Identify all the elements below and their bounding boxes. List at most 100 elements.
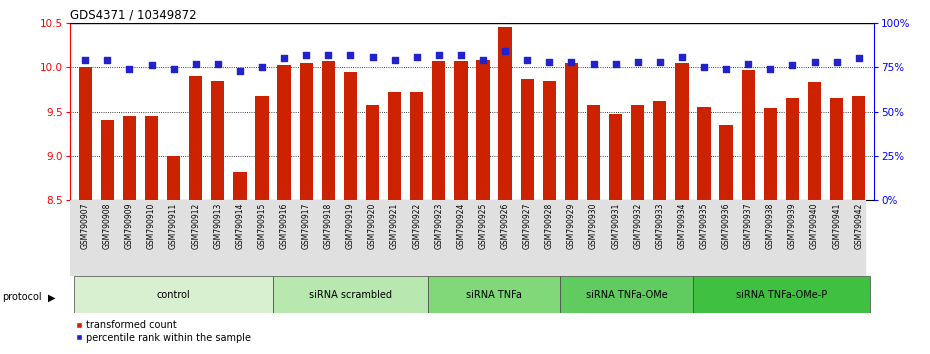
Bar	[145, 116, 158, 200]
Bar	[365, 105, 379, 200]
Bar	[830, 98, 844, 200]
Text: GSM790937: GSM790937	[744, 202, 752, 249]
Text: GSM790916: GSM790916	[280, 202, 288, 249]
Text: GSM790931: GSM790931	[611, 202, 620, 249]
Text: GSM790936: GSM790936	[722, 202, 731, 249]
Bar	[388, 92, 401, 200]
Text: GSM790938: GSM790938	[765, 202, 775, 249]
Bar	[299, 63, 312, 200]
Text: GSM790934: GSM790934	[677, 202, 686, 249]
Bar	[189, 76, 203, 200]
Text: GSM790909: GSM790909	[125, 202, 134, 249]
Point	[321, 52, 336, 58]
Point	[763, 66, 777, 72]
Point	[498, 48, 512, 54]
Bar	[79, 67, 92, 200]
Bar	[852, 97, 865, 200]
Text: GSM790926: GSM790926	[500, 202, 510, 249]
Bar	[428, 276, 561, 313]
Bar	[693, 276, 870, 313]
Text: GSM790910: GSM790910	[147, 202, 156, 249]
Point	[475, 57, 490, 63]
Point	[652, 59, 667, 65]
Point	[144, 63, 159, 68]
Text: GSM790918: GSM790918	[324, 202, 333, 249]
Text: GSM790914: GSM790914	[235, 202, 245, 249]
Text: GSM790933: GSM790933	[656, 202, 664, 249]
Bar	[808, 82, 821, 200]
Bar	[609, 114, 622, 200]
Bar	[344, 72, 357, 200]
Bar	[521, 79, 534, 200]
Point	[807, 59, 822, 65]
Bar	[277, 65, 291, 200]
Bar	[720, 125, 733, 200]
Point	[674, 54, 689, 59]
Point	[277, 56, 292, 61]
Bar	[233, 172, 246, 200]
Point	[255, 64, 270, 70]
Text: GSM790942: GSM790942	[855, 202, 863, 249]
Bar	[741, 70, 755, 200]
Point	[608, 61, 623, 67]
Text: siRNA TNFa-OMe-P: siRNA TNFa-OMe-P	[736, 290, 827, 300]
Bar	[764, 108, 777, 200]
Text: GDS4371 / 10349872: GDS4371 / 10349872	[70, 9, 196, 22]
Point	[299, 52, 313, 58]
Text: GSM790930: GSM790930	[589, 202, 598, 249]
Text: GSM790923: GSM790923	[434, 202, 444, 249]
Bar	[454, 61, 468, 200]
Point	[719, 66, 734, 72]
Text: GSM790939: GSM790939	[788, 202, 797, 249]
Bar	[211, 81, 224, 200]
Point	[210, 61, 225, 67]
Point	[785, 63, 800, 68]
Legend: transformed count, percentile rank within the sample: transformed count, percentile rank withi…	[74, 320, 251, 343]
Bar	[432, 61, 445, 200]
Bar	[698, 107, 711, 200]
Text: ▶: ▶	[48, 292, 56, 302]
Point	[188, 61, 203, 67]
Text: siRNA TNFa: siRNA TNFa	[466, 290, 522, 300]
Point	[409, 54, 424, 59]
Point	[631, 59, 645, 65]
Text: GSM790927: GSM790927	[523, 202, 532, 249]
Text: GSM790913: GSM790913	[213, 202, 222, 249]
Bar	[587, 105, 600, 200]
Bar	[100, 120, 114, 200]
Text: GSM790924: GSM790924	[457, 202, 465, 249]
Text: GSM790919: GSM790919	[346, 202, 355, 249]
Bar	[653, 101, 667, 200]
Bar	[123, 116, 136, 200]
Text: GSM790915: GSM790915	[258, 202, 267, 249]
Bar	[675, 63, 688, 200]
Point	[741, 61, 756, 67]
Text: GSM790929: GSM790929	[567, 202, 576, 249]
Bar	[565, 63, 578, 200]
Text: GSM790920: GSM790920	[368, 202, 377, 249]
Point	[697, 64, 711, 70]
Point	[232, 68, 247, 74]
Bar	[410, 92, 423, 200]
Text: protocol: protocol	[2, 292, 42, 302]
Text: GSM790925: GSM790925	[479, 202, 487, 249]
Bar	[167, 156, 180, 200]
Point	[387, 57, 402, 63]
Bar	[322, 61, 335, 200]
Text: GSM790908: GSM790908	[103, 202, 112, 249]
Text: GSM790907: GSM790907	[81, 202, 89, 249]
Point	[520, 57, 535, 63]
Text: GSM790928: GSM790928	[545, 202, 554, 249]
Bar	[543, 81, 556, 200]
Text: GSM790941: GSM790941	[832, 202, 841, 249]
Point	[166, 66, 181, 72]
Bar	[561, 276, 693, 313]
Text: GSM790911: GSM790911	[169, 202, 179, 249]
Point	[586, 61, 601, 67]
Point	[343, 52, 358, 58]
Point	[100, 57, 114, 63]
Bar	[256, 97, 269, 200]
Point	[851, 56, 866, 61]
Text: GSM790940: GSM790940	[810, 202, 819, 249]
Bar	[476, 60, 490, 200]
